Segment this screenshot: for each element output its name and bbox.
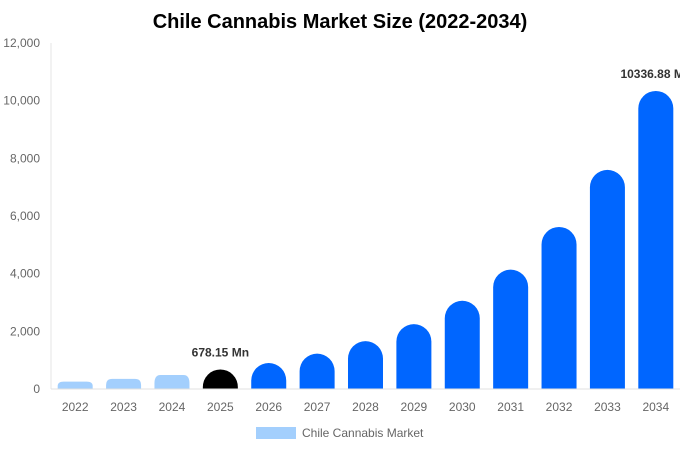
x-tick-label: 2033 (594, 400, 621, 414)
x-tick-label: 2023 (110, 400, 137, 414)
y-tick-label: 6,000 (10, 209, 40, 223)
bar-2033[interactable] (589, 169, 625, 389)
bar-2027[interactable] (299, 353, 335, 389)
y-tick-label: 4,000 (10, 267, 40, 281)
x-tick-label: 2029 (401, 400, 428, 414)
x-tick-label: 2032 (546, 400, 573, 414)
bar-2024[interactable] (154, 375, 190, 389)
x-axis: 2022 2023 2024 2025 2026 2027 2028 2029 2030 2031… (51, 388, 680, 414)
bar-2025[interactable] (202, 369, 238, 389)
bar-2026[interactable] (251, 363, 287, 389)
data-label-2025: 678.15 Mn (192, 345, 249, 359)
x-tick-label: 2028 (352, 400, 379, 414)
x-tick-label: 2034 (642, 400, 669, 414)
data-label-2034: 10336.88 Mn (620, 67, 680, 81)
x-tick-label: 2030 (449, 400, 476, 414)
legend-label: Chile Cannabis Market (302, 426, 424, 440)
bar-2031[interactable] (493, 269, 529, 389)
x-tick-label: 2022 (62, 400, 89, 414)
bar-2023[interactable] (106, 378, 142, 389)
bar-2022[interactable] (57, 381, 93, 389)
bar-2029[interactable] (396, 324, 432, 389)
y-tick-label: 12,000 (3, 36, 40, 50)
y-tick-label: 10,000 (3, 94, 40, 108)
x-tick-label: 2026 (255, 400, 282, 414)
x-tick-label: 2025 (207, 400, 234, 414)
x-tick-label: 2024 (159, 400, 186, 414)
x-tick-label: 2027 (304, 400, 331, 414)
chart-title: Chile Cannabis Market Size (2022-2034) (153, 11, 528, 33)
bars (57, 90, 674, 389)
data-labels: 678.15 Mn 10336.88 Mn (192, 67, 680, 359)
legend[interactable]: Chile Cannabis Market (256, 426, 424, 440)
legend-swatch (256, 427, 296, 439)
bar-2030[interactable] (444, 300, 480, 389)
x-tick-label: 2031 (497, 400, 524, 414)
y-tick-label: 8,000 (10, 151, 40, 165)
y-tick-label: 0 (33, 382, 40, 396)
bar-2028[interactable] (348, 341, 383, 389)
bar-2034[interactable] (638, 90, 674, 389)
y-tick-label: 2,000 (10, 324, 40, 338)
y-axis: 0 2,000 4,000 6,000 8,000 10,000 12,000 (3, 36, 52, 396)
bar-2032[interactable] (541, 226, 577, 389)
